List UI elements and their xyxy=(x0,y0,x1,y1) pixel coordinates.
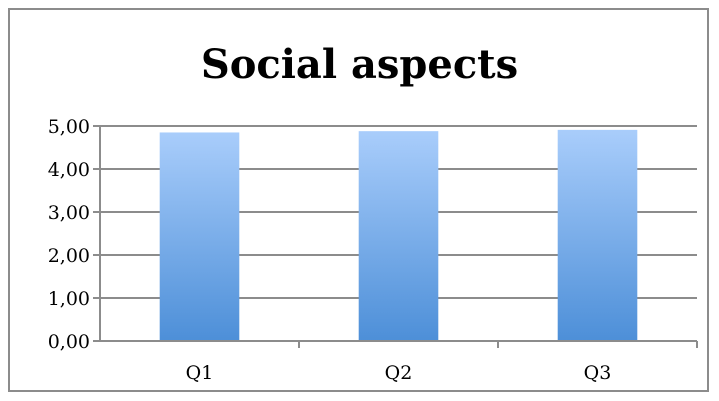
y-tick-label: 5,00 xyxy=(48,116,90,138)
tick-labels: 0,00 1,00 2,00 3,00 4,00 5,00 Q1 Q2 Q3 xyxy=(48,116,612,384)
bar-q1 xyxy=(159,132,240,341)
axes xyxy=(93,125,698,348)
x-tick-label: Q3 xyxy=(584,362,612,384)
y-tick-label: 3,00 xyxy=(48,202,90,224)
bars xyxy=(159,129,638,341)
x-tick-label: Q1 xyxy=(186,362,214,384)
y-tick-label: 2,00 xyxy=(48,245,90,267)
bar-q2 xyxy=(358,131,439,341)
x-tick-label: Q2 xyxy=(385,362,413,384)
y-tick-label: 4,00 xyxy=(48,159,90,181)
chart-title: Social aspects xyxy=(200,41,519,88)
bar-q3 xyxy=(557,129,638,341)
y-tick-label: 1,00 xyxy=(48,288,90,310)
y-tick-label: 0,00 xyxy=(48,331,90,353)
